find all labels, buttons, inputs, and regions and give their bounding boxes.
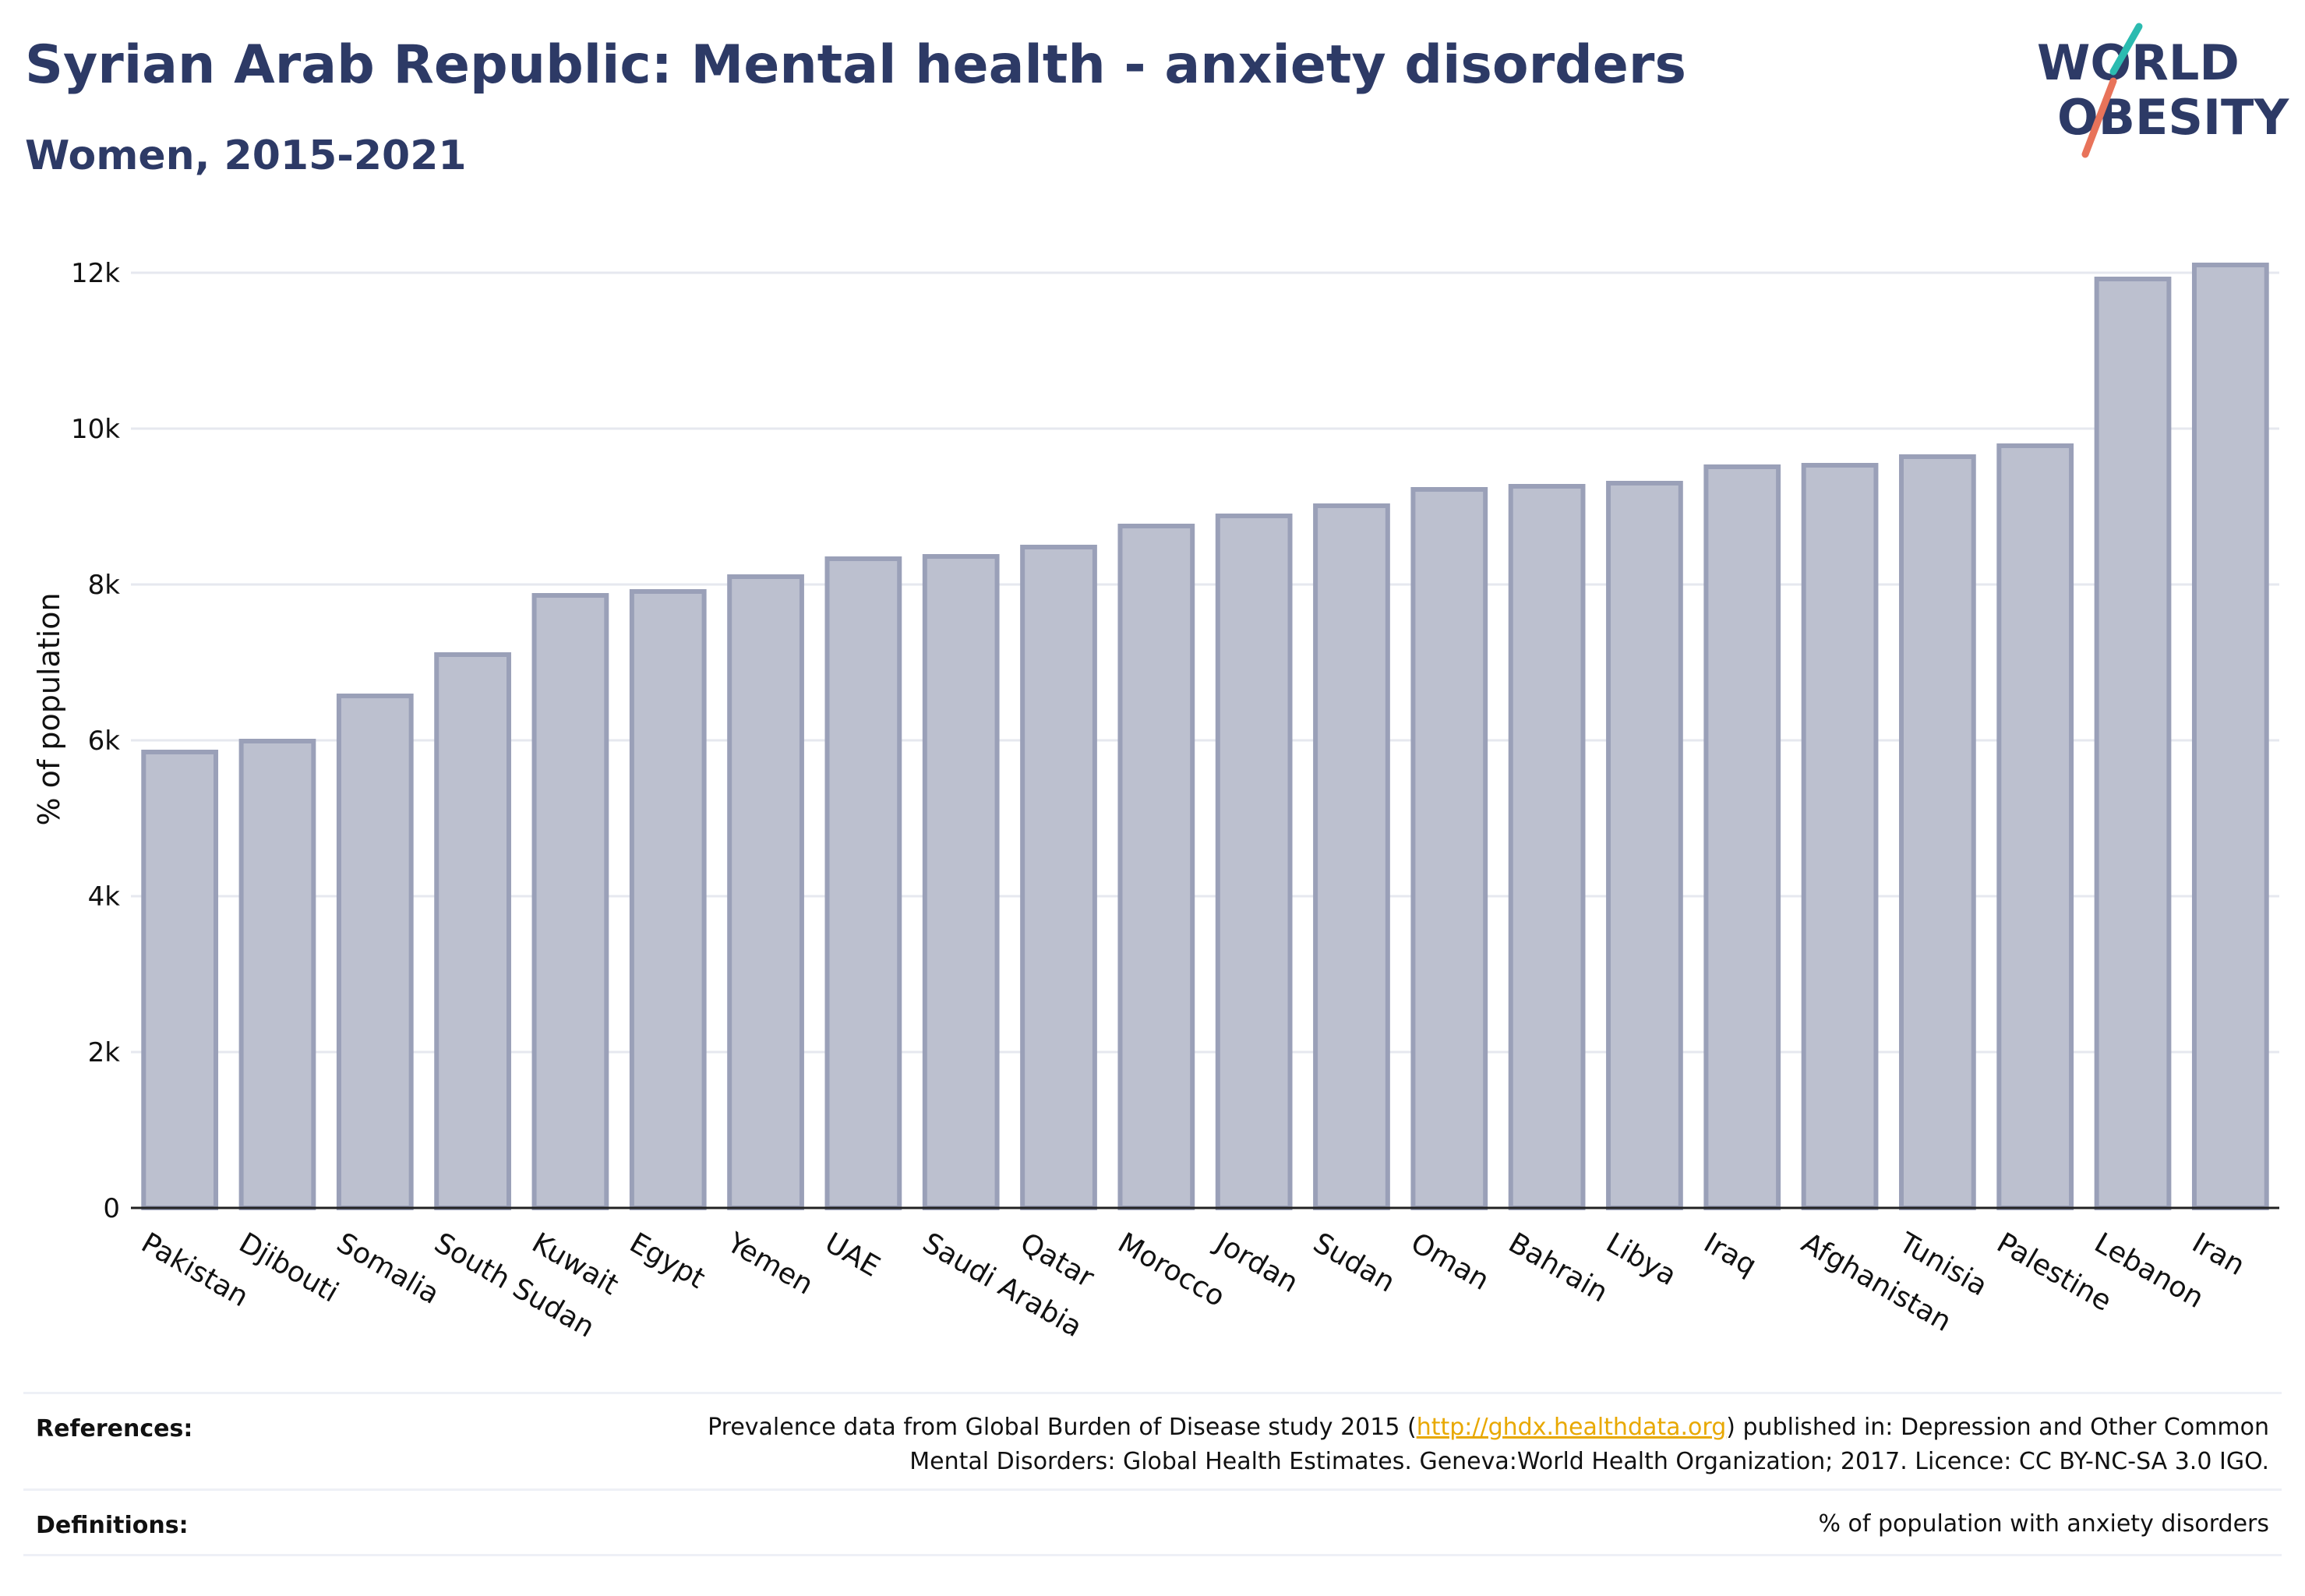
y-tick-label: 8k (88, 570, 121, 601)
y-tick-label: 10k (71, 414, 120, 445)
bar-iran (2191, 263, 2269, 1210)
chart-title: Syrian Arab Republic: Mental health - an… (25, 34, 1686, 96)
x-tick-label: Bahrain (1503, 1227, 1613, 1308)
y-axis-label: % of population (32, 592, 66, 825)
y-tick-label: 6k (88, 726, 121, 757)
y-tick-label: 4k (88, 881, 121, 913)
y-tick-label: 12k (71, 258, 120, 289)
bar-morocco (1117, 524, 1195, 1210)
bar-saudi-arabia (922, 554, 1000, 1210)
x-tick-label: Iraq (1699, 1227, 1762, 1282)
bar-egypt (629, 589, 707, 1210)
x-tick-label: Libya (1601, 1227, 1682, 1292)
bar-kuwait (531, 593, 609, 1210)
x-tick-label: Pakistan (136, 1227, 253, 1313)
footer-divider-bottom (23, 1554, 2282, 1556)
bar-afghanistan (1801, 463, 1879, 1210)
x-tick-label: Morocco (1113, 1227, 1230, 1313)
y-tick-label: 0 (103, 1193, 120, 1224)
bar-jordan (1215, 514, 1293, 1210)
bar-bahrain (1508, 484, 1586, 1210)
references-line2: Mental Disorders: Global Health Estimate… (909, 1448, 2269, 1475)
x-tick-label: Sudan (1308, 1227, 1400, 1298)
bar-qatar (1020, 545, 1097, 1210)
x-tick-label: Oman (1406, 1227, 1495, 1297)
bar-somalia (336, 694, 414, 1210)
bar-yemen (727, 574, 804, 1210)
references-before: Prevalence data from Global Burden of Di… (708, 1414, 1417, 1441)
x-tick-label: Iran (2187, 1227, 2250, 1282)
bar-sudan (1313, 503, 1390, 1210)
world-obesity-logo: WORLD OBESITY (2037, 23, 2289, 158)
footer-divider-top (23, 1392, 2282, 1394)
bar-djibouti (238, 739, 316, 1210)
bar-palestine (1996, 443, 2074, 1210)
bars (141, 263, 2269, 1210)
y-tick-label: 2k (88, 1037, 121, 1068)
references-label: References: (36, 1415, 193, 1442)
x-tick-label: Yemen (721, 1227, 818, 1301)
bar-pakistan (141, 750, 219, 1210)
bar-uae (824, 556, 902, 1210)
x-tick-label: Djibouti (234, 1227, 344, 1308)
x-tick-label: UAE (820, 1227, 885, 1283)
bar-chart: 02k4k6k8k10k12kPakistanDjiboutiSomaliaSo… (32, 258, 2279, 1344)
definitions-label: Definitions: (36, 1512, 189, 1539)
definitions-text: % of population with anxiety disorders (1818, 1510, 2269, 1538)
bar-libya (1606, 481, 1683, 1210)
references-after: ) published in: Depression and Other Com… (1726, 1414, 2269, 1441)
references-text: Prevalence data from Global Burden of Di… (555, 1411, 2269, 1479)
bar-south-sudan (434, 652, 511, 1210)
bar-tunisia (1899, 454, 1976, 1210)
bar-oman (1410, 487, 1488, 1210)
x-tick-label: Somalia (331, 1227, 444, 1311)
logo-line1: WORLD (2037, 34, 2240, 91)
references-link[interactable]: http://ghdx.healthdata.org (1416, 1414, 1727, 1441)
bar-lebanon (2094, 277, 2172, 1210)
footer-divider-middle (23, 1488, 2282, 1491)
bar-iraq (1703, 464, 1781, 1210)
chart-subtitle: Women, 2015-2021 (25, 132, 467, 179)
x-tick-label: Egypt (624, 1227, 710, 1294)
